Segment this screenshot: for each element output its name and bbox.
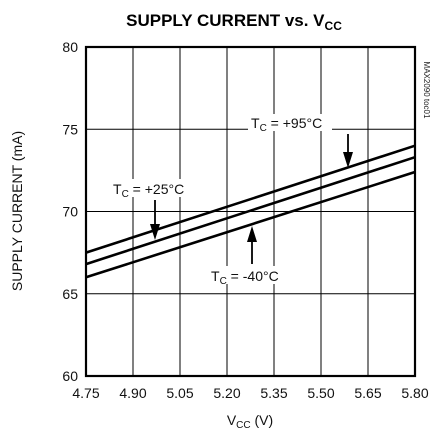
x-tick-label: 4.75 [72, 385, 99, 401]
y-tick-label: 80 [62, 39, 78, 55]
x-axis-label: VCC (V) [227, 412, 273, 431]
y-tick-label: 60 [62, 368, 78, 384]
chart-title: SUPPLY CURRENT vs. VCC [126, 11, 342, 33]
chart-title-subscript: CC [325, 19, 343, 33]
annotation-25c-value: = +25°C [129, 181, 184, 197]
annotation-95c-t: T [251, 115, 260, 131]
x-tick-label: 5.50 [307, 385, 334, 401]
annotation-n40c-label: TC = -40°C [211, 268, 279, 287]
annotation-n40c-background [208, 266, 288, 284]
annotation-n40c-t: T [211, 268, 220, 284]
x-axis-label-subscript: CC [236, 420, 250, 431]
series-lines [85, 144, 416, 279]
annotation-25c-t: T [113, 181, 122, 197]
x-tick-label: 5.20 [213, 385, 240, 401]
part-number: MAX2090 toc01 [422, 62, 431, 119]
x-tick-label: 5.35 [260, 385, 287, 401]
y-tick-label: 75 [62, 121, 78, 137]
plot-frame [84, 45, 417, 378]
series-line-95c [85, 144, 416, 254]
y-tick-labels: 60 65 70 75 80 [62, 39, 78, 384]
x-tick-labels: 4.75 4.90 5.05 5.20 5.35 5.50 5.65 5.80 [72, 385, 428, 401]
annotation-25c-background [110, 179, 190, 197]
annotation-25c-label: TC = +25°C [113, 181, 184, 200]
x-tick-label: 5.05 [166, 385, 193, 401]
x-tick-label: 4.90 [119, 385, 146, 401]
y-tick-label: 65 [62, 286, 78, 302]
annotation-95c-subscript: C [260, 123, 267, 134]
annotation-95c-value: = +95°C [267, 115, 322, 131]
x-axis-label-unit: (V) [251, 412, 274, 428]
y-tick-label: 70 [62, 204, 78, 220]
annotation-25c-subscript: C [122, 189, 129, 200]
annotation-95c-label: TC = +95°C [251, 115, 322, 134]
x-tick-label: 5.80 [401, 385, 428, 401]
annotation-n40c-subscript: C [220, 276, 227, 287]
annotation-95c-arrow-head [343, 152, 353, 168]
annotation-n40c-value: = -40°C [227, 268, 279, 284]
x-tick-label: 5.65 [354, 385, 381, 401]
annotation-25c-arrow-head [150, 224, 160, 240]
chart-title-main: SUPPLY CURRENT vs. V [126, 11, 325, 30]
series-line-25c [85, 155, 416, 266]
series-line-n40c [85, 170, 416, 279]
x-axis-label-main: V [227, 412, 237, 428]
y-axis-label: SUPPLY CURRENT (mA) [9, 131, 25, 291]
annotation-95c-background [248, 114, 332, 131]
annotation-n40c-arrow-head [247, 226, 257, 242]
